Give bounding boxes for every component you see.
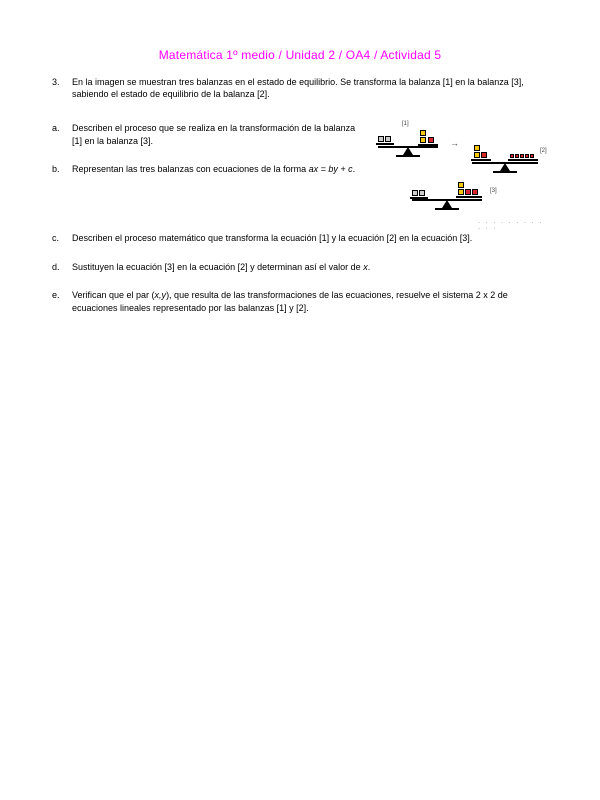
b1-base bbox=[396, 155, 420, 157]
balance-1-label: [1] bbox=[402, 121, 409, 127]
b3-right-pan bbox=[456, 196, 482, 198]
b1-right-block-y bbox=[420, 130, 426, 136]
item-d: d. Sustituyen la ecuación [3] en la ecua… bbox=[52, 261, 548, 274]
balance-3-label: [3] bbox=[490, 188, 497, 194]
b1-right-block-y bbox=[420, 137, 426, 143]
b2-left-block bbox=[474, 152, 480, 158]
item-d-post: . bbox=[368, 262, 371, 272]
b2-right-pan bbox=[508, 159, 538, 161]
item-c-letter: c. bbox=[52, 232, 72, 245]
b3-right-block bbox=[458, 182, 464, 188]
b2-fulcrum bbox=[500, 163, 510, 171]
ab-text-col: a. Describen el proceso que se realiza e… bbox=[52, 122, 360, 232]
document-page: Matemática 1º medio / Unidad 2 / OA4 / A… bbox=[0, 0, 600, 800]
item-d-letter: d. bbox=[52, 261, 72, 274]
intro-text: En la imagen se muestran tres balanzas e… bbox=[72, 76, 548, 100]
balance-3: [3] bbox=[408, 182, 494, 216]
item-a-letter: a. bbox=[52, 122, 72, 147]
b2-right-block bbox=[510, 154, 514, 158]
b2-right-block bbox=[530, 154, 534, 158]
b2-base bbox=[493, 171, 517, 173]
figure-dots: · · · · · · · · · · · · bbox=[478, 220, 548, 232]
items-list: a. Describen el proceso que se realiza e… bbox=[52, 122, 548, 314]
item-a-body: Describen el proceso que se realiza en l… bbox=[72, 122, 360, 147]
item-c: c. Describen el proceso matemático que t… bbox=[52, 232, 548, 245]
intro-number: 3. bbox=[52, 76, 72, 100]
b3-right-block bbox=[472, 189, 478, 195]
item-e-letter: e. bbox=[52, 289, 72, 314]
b1-left-block bbox=[378, 136, 384, 142]
item-b-formula: ax = by + c bbox=[309, 164, 353, 174]
b2-right-block bbox=[525, 154, 529, 158]
item-e-pair: x,y bbox=[155, 290, 167, 300]
item-d-pre: Sustituyen la ecuación [3] en la ecuació… bbox=[72, 262, 363, 272]
balance-2: [2] bbox=[468, 144, 546, 178]
item-e: e. Verifican que el par (x,y), que resul… bbox=[52, 289, 548, 314]
b3-right-block bbox=[465, 189, 471, 195]
b2-left-block bbox=[474, 145, 480, 151]
item-b-pre: Representan las tres balanzas con ecuaci… bbox=[72, 164, 309, 174]
item-b-body: Representan las tres balanzas con ecuaci… bbox=[72, 163, 360, 176]
b3-left-block bbox=[412, 190, 418, 196]
b2-right-block bbox=[520, 154, 524, 158]
item-b-letter: b. bbox=[52, 163, 72, 176]
b1-right-block-r bbox=[428, 137, 434, 143]
item-b: b. Representan las tres balanzas con ecu… bbox=[52, 163, 360, 176]
row-ab-figure: a. Describen el proceso que se realiza e… bbox=[52, 122, 548, 232]
b3-left-block bbox=[419, 190, 425, 196]
intro-block: 3. En la imagen se muestran tres balanza… bbox=[52, 76, 548, 100]
b3-fulcrum bbox=[442, 200, 452, 208]
b3-base bbox=[435, 208, 459, 210]
b1-left-block bbox=[385, 136, 391, 142]
item-e-body: Verifican que el par (x,y), que resulta … bbox=[72, 289, 548, 314]
balance-2-label: [2] bbox=[540, 148, 547, 154]
b2-left-pan bbox=[471, 159, 491, 161]
page-title: Matemática 1º medio / Unidad 2 / OA4 / A… bbox=[52, 48, 548, 62]
item-b-post: . bbox=[353, 164, 356, 174]
item-d-body: Sustituyen la ecuación [3] en la ecuació… bbox=[72, 261, 548, 274]
b1-left-pan bbox=[376, 143, 394, 145]
balances-figure: [1] → bbox=[368, 122, 548, 232]
item-a: a. Describen el proceso que se realiza e… bbox=[52, 122, 360, 147]
item-c-body: Describen el proceso matemático que tran… bbox=[72, 232, 548, 245]
arrow-1-2: → bbox=[450, 138, 459, 148]
b1-fulcrum bbox=[403, 147, 413, 155]
item-e-pre: Verifican que el par ( bbox=[72, 290, 155, 300]
balance-1: [1] bbox=[374, 128, 444, 162]
b3-right-block bbox=[458, 189, 464, 195]
b2-right-block bbox=[515, 154, 519, 158]
b2-left-block bbox=[481, 152, 487, 158]
